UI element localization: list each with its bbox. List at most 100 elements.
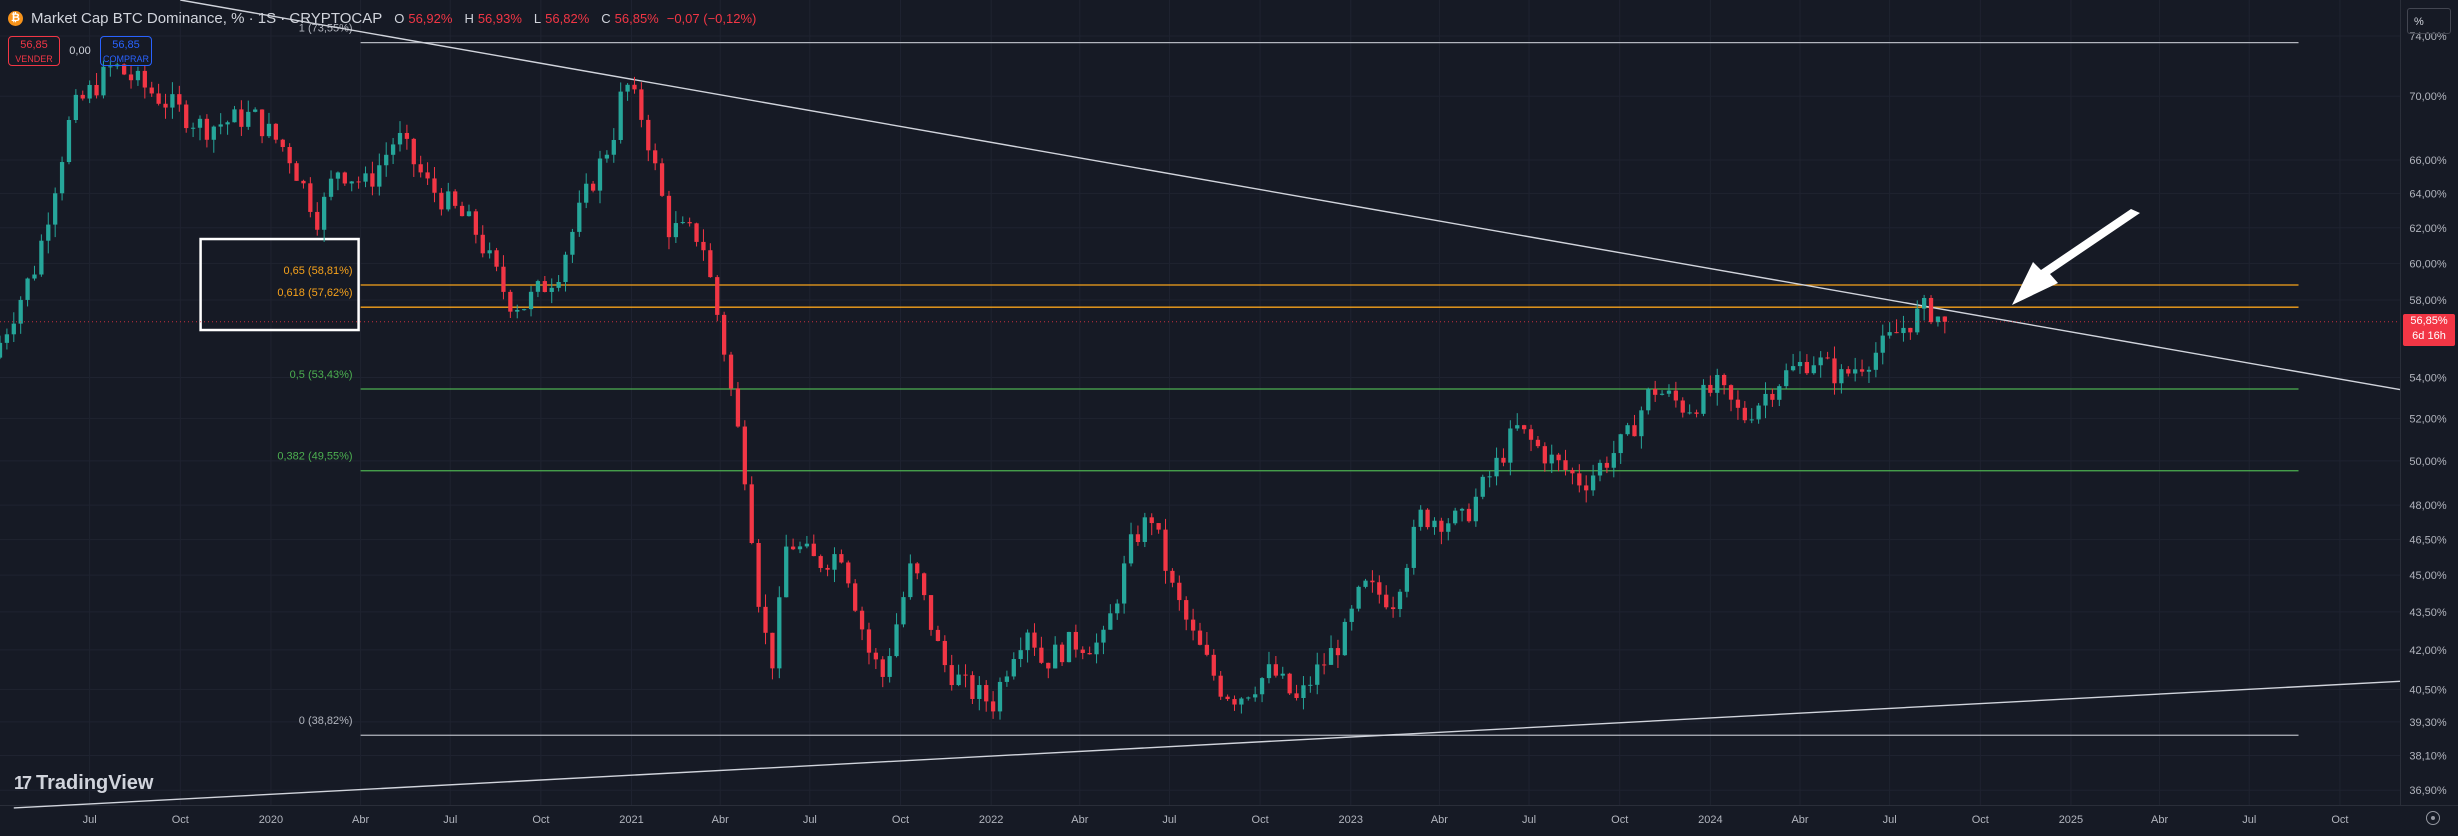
- candle-body: [584, 183, 589, 203]
- candle-body: [790, 546, 796, 550]
- candle-body: [142, 70, 147, 88]
- candle-body: [1425, 509, 1430, 528]
- candle-body: [1108, 613, 1113, 630]
- percent-scale-button[interactable]: %: [2407, 8, 2451, 34]
- candle-body: [1018, 650, 1023, 660]
- y-tick-label: 60,00%: [2409, 258, 2447, 270]
- candle-body: [1073, 631, 1078, 650]
- candle-body: [735, 388, 741, 427]
- candle-body: [204, 118, 210, 140]
- tradingview-logo[interactable]: 17 TradingView: [14, 772, 153, 795]
- candle-body: [1411, 526, 1416, 568]
- candle-body: [1115, 603, 1120, 614]
- x-tick-label: Abr: [712, 814, 729, 826]
- candle-body: [1087, 652, 1092, 655]
- candle-body: [1494, 457, 1499, 477]
- candle-body: [1653, 388, 1658, 395]
- candle-body: [218, 124, 223, 127]
- candle-body: [1846, 369, 1851, 374]
- candle-body: [646, 119, 651, 151]
- x-tick-label: Jul: [443, 814, 457, 826]
- candle-body: [853, 583, 858, 611]
- y-tick-label: 74,00%: [2409, 31, 2447, 43]
- candle-body: [1363, 580, 1368, 587]
- candle-body: [1811, 365, 1816, 374]
- candle-body: [563, 254, 568, 282]
- candle-body: [1604, 462, 1610, 468]
- candle-body: [659, 163, 665, 196]
- candle-body: [128, 74, 134, 81]
- y-tick-label: 62,00%: [2409, 223, 2447, 235]
- candle-body: [1135, 534, 1141, 542]
- candle-body: [1404, 567, 1410, 592]
- fib-level-label: 0,618 (57,62%): [277, 287, 352, 299]
- x-tick-label: Jul: [1522, 814, 1536, 826]
- candle-body: [722, 314, 727, 355]
- candle-body: [1149, 517, 1154, 524]
- candle-body: [1563, 460, 1568, 470]
- candle-body: [1522, 425, 1527, 430]
- candle-body: [135, 70, 141, 81]
- candle-body: [1266, 664, 1272, 679]
- candle-body: [1915, 308, 1920, 333]
- x-tick-label: Abr: [352, 814, 369, 826]
- time-axis[interactable]: [0, 805, 2458, 836]
- candle-body: [556, 281, 561, 288]
- x-tick-label: Abr: [1791, 814, 1808, 826]
- candle-body: [1101, 629, 1106, 643]
- candle-body: [887, 656, 892, 677]
- price-axis[interactable]: [2400, 0, 2458, 805]
- x-tick-label: Oct: [1972, 814, 1989, 826]
- settings-gear-icon[interactable]: [2426, 811, 2440, 825]
- candle-body: [1639, 410, 1644, 437]
- candle-body: [1556, 454, 1561, 461]
- y-tick-label: 64,00%: [2409, 188, 2447, 200]
- candle-body: [1735, 399, 1741, 408]
- y-tick-label: 52,00%: [2409, 413, 2447, 425]
- candle-body: [342, 172, 347, 184]
- candle-body: [604, 154, 610, 159]
- buy-button[interactable]: 56,85 COMPRAR: [100, 36, 152, 66]
- candle-body: [1142, 517, 1147, 542]
- candle-body: [1190, 619, 1196, 631]
- candle-body: [1163, 529, 1168, 571]
- candle-body: [473, 211, 478, 235]
- candle-body: [1763, 393, 1768, 406]
- candle-body: [708, 250, 713, 278]
- candle-body: [1418, 509, 1423, 527]
- candle-body: [1246, 697, 1251, 699]
- symbol-title[interactable]: Market Cap BTC Dominance, % · 1S · CRYPT…: [31, 10, 383, 27]
- candle-body: [618, 91, 623, 140]
- last-price-value: 56,85%: [2410, 314, 2448, 327]
- candle-body: [1466, 508, 1472, 522]
- candle-body: [570, 231, 575, 255]
- candle-body: [928, 595, 934, 630]
- candle-body: [632, 84, 637, 90]
- x-tick-label: Oct: [172, 814, 189, 826]
- x-tick-label: Jul: [83, 814, 97, 826]
- candle-body: [1390, 607, 1396, 610]
- candle-body: [653, 150, 658, 164]
- tradingview-name: TradingView: [36, 772, 154, 794]
- candle-body: [501, 266, 506, 292]
- candle-body: [211, 126, 216, 140]
- candle-body: [1577, 473, 1582, 486]
- candle-body: [963, 674, 968, 676]
- candle-body: [1797, 361, 1803, 367]
- candle-body: [287, 147, 292, 164]
- candle-body: [397, 132, 403, 145]
- candle-body: [611, 139, 616, 155]
- candle-body: [590, 183, 596, 191]
- candle-body: [1701, 384, 1706, 414]
- candle-body: [1432, 520, 1437, 528]
- annotation-arrow: [2012, 209, 2140, 305]
- candle-body: [1790, 366, 1796, 371]
- candle-body: [977, 685, 982, 699]
- candle-body: [280, 139, 285, 148]
- candle-body: [232, 109, 237, 123]
- sell-button[interactable]: 56,85 VENDER: [8, 36, 60, 66]
- candle-body: [390, 144, 396, 155]
- candle-body: [1322, 664, 1327, 666]
- x-tick-label: Jul: [1162, 814, 1176, 826]
- candle-body: [25, 278, 30, 300]
